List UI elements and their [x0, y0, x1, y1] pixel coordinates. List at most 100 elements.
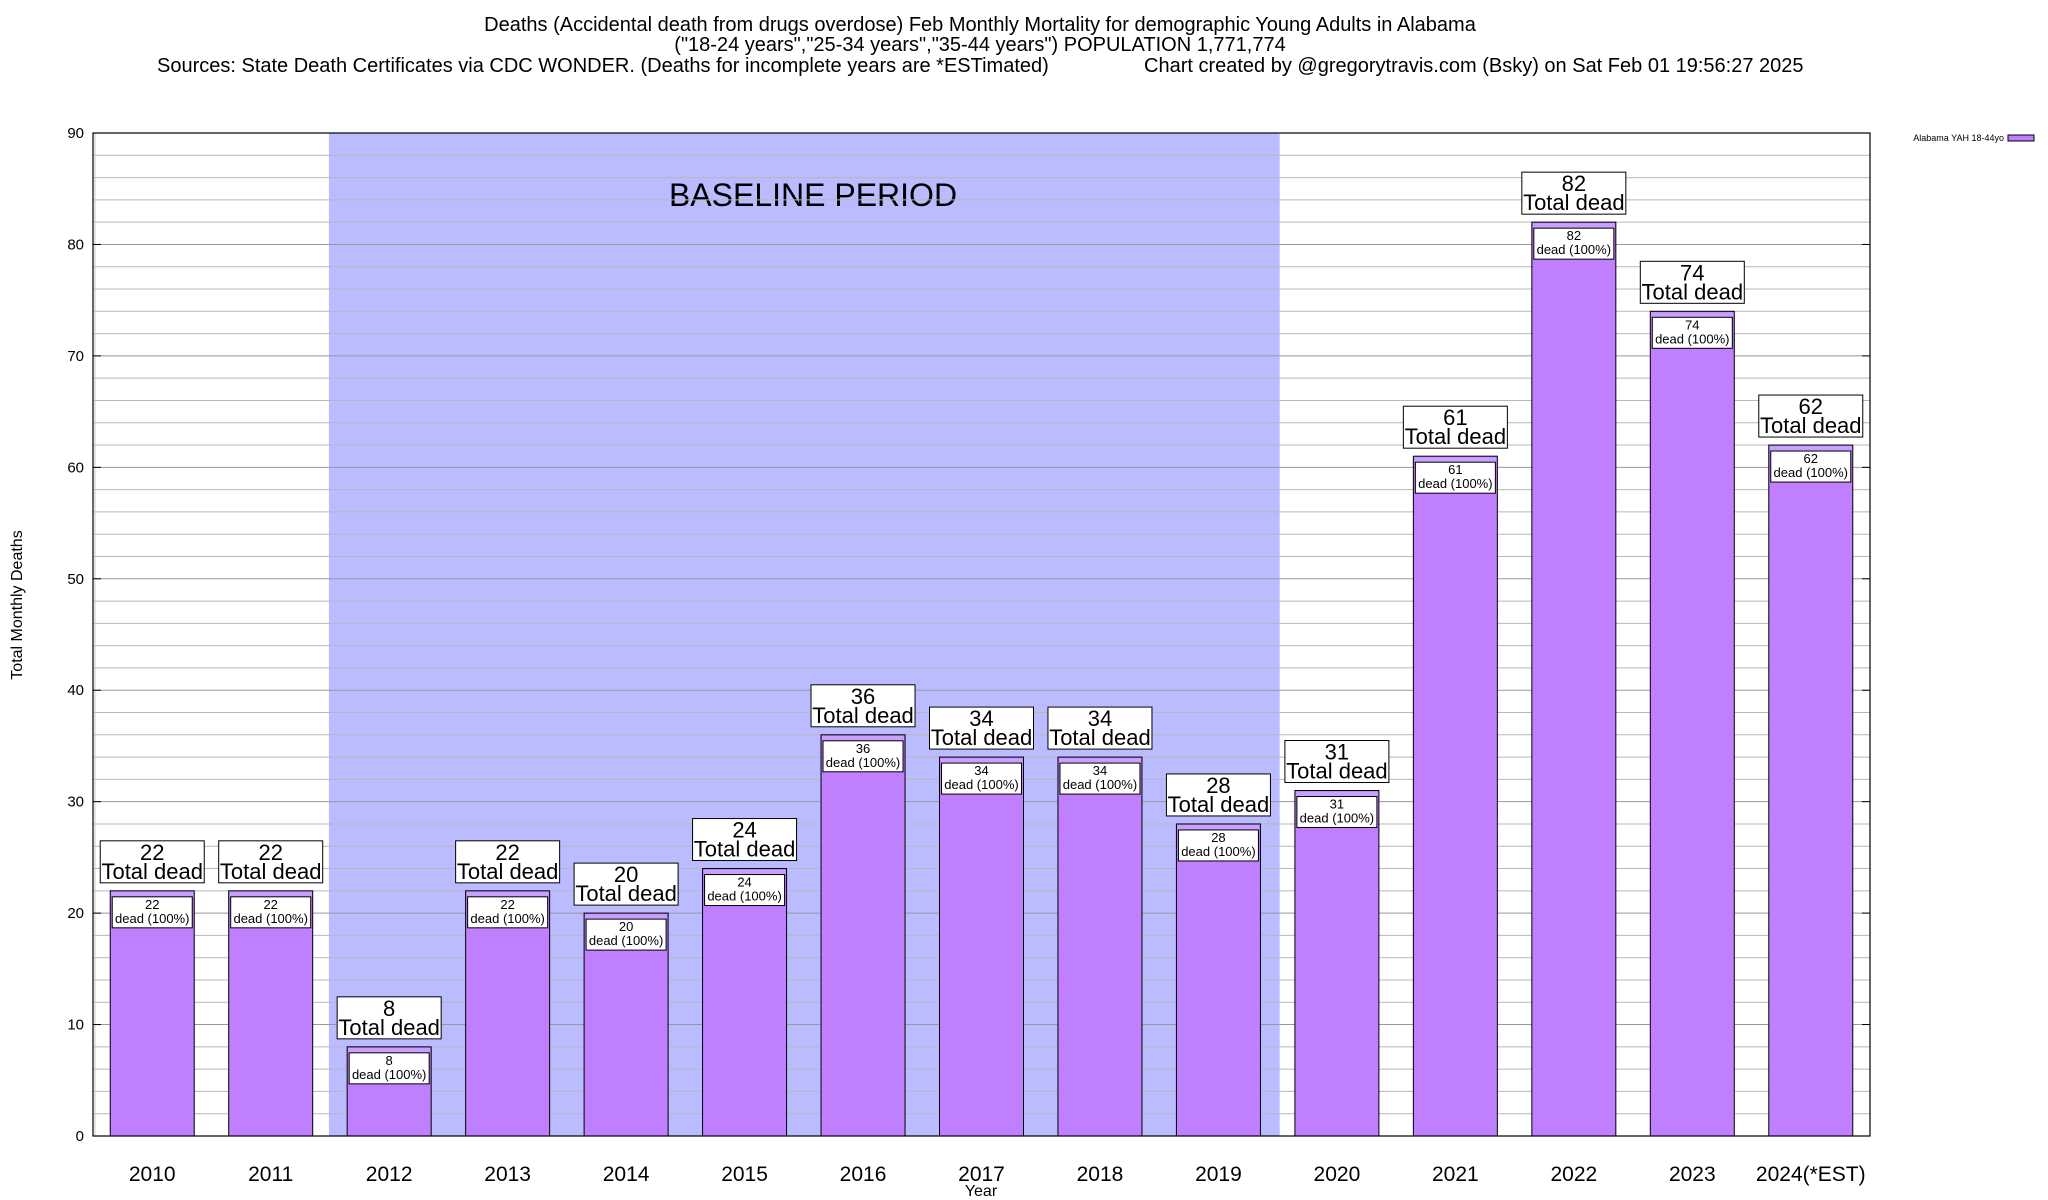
y-tick-label: 70 [67, 348, 84, 365]
inner-label-box [585, 918, 667, 951]
inner-dead-label: dead (100%) [115, 911, 189, 926]
total-value-label: 82 [1562, 171, 1586, 196]
bar-2019 [1175, 823, 1261, 1137]
inner-label-box [822, 740, 904, 773]
inner-value-label: 22 [263, 897, 277, 912]
inner-dead-label: dead (100%) [1774, 465, 1848, 480]
y-axis-label: Total Monthly Deaths [9, 530, 26, 679]
x-tick-label: 2014 [603, 1163, 650, 1186]
inner-dead-label: dead (100%) [470, 911, 544, 926]
total-value-label: 74 [1680, 260, 1704, 285]
total-label-box [1284, 740, 1390, 784]
total-dead-label: Total dead [457, 859, 559, 884]
x-tick-label: 2022 [1550, 1163, 1597, 1186]
x-tick-label: 2011 [248, 1163, 293, 1186]
total-value-label: 20 [614, 862, 638, 887]
total-value-label: 31 [1325, 740, 1349, 765]
bar-top-2011 [229, 891, 312, 897]
y-tick-label: 10 [67, 1017, 84, 1034]
bar-2010 [109, 890, 195, 1137]
x-axis-label: Year [965, 1183, 998, 1200]
y-tick-label: 30 [67, 794, 84, 811]
y-tick-label: 0 [76, 1128, 84, 1145]
inner-dead-label: dead (100%) [1655, 331, 1729, 346]
total-value-label: 36 [851, 684, 875, 709]
plot-frame [92, 132, 1871, 1137]
bar-top-2014 [585, 914, 668, 920]
inner-label-box [1533, 227, 1615, 260]
x-tick-label: 2020 [1314, 1163, 1361, 1186]
total-label-box [99, 840, 205, 884]
inner-dead-label: dead (100%) [944, 777, 1018, 792]
x-tick-label: 2018 [1077, 1163, 1124, 1186]
total-dead-label: Total dead [1760, 413, 1862, 438]
bar-2013 [465, 890, 551, 1137]
y-tick-label: 90 [67, 125, 84, 142]
total-value-label: 8 [383, 996, 395, 1021]
inner-value-label: 22 [500, 897, 514, 912]
x-tick-label: 2021 [1432, 1163, 1479, 1186]
y-tick-label: 40 [67, 682, 84, 699]
chart-sources: Sources: State Death Certificates via CD… [157, 55, 1049, 77]
x-tick-label: 2016 [840, 1163, 887, 1186]
chart-title-line-2: ("18-24 years","25-34 years","35-44 year… [674, 34, 1285, 56]
bar-2011 [228, 890, 314, 1137]
inner-label-box [348, 1052, 430, 1085]
chart-credit: Chart created by @gregorytravis.com (Bsk… [1144, 55, 1804, 77]
inner-label-box [1177, 829, 1259, 862]
bar-top-2024(*EST) [1769, 446, 1852, 452]
total-dead-label: Total dead [694, 837, 796, 862]
bar-top-2013 [466, 891, 549, 897]
bar-top-2019 [1177, 824, 1260, 830]
y-tick-label: 50 [67, 571, 84, 588]
bar-top-2018 [1058, 758, 1141, 764]
bar-top-2012 [348, 1047, 431, 1053]
inner-dead-label: dead (100%) [352, 1067, 426, 1082]
bar-top-2021 [1414, 457, 1497, 463]
x-tick-label: 2024(*EST) [1756, 1163, 1866, 1186]
inner-value-label: 74 [1685, 317, 1699, 332]
inner-dead-label: dead (100%) [1418, 476, 1492, 491]
inner-dead-label: dead (100%) [1181, 844, 1255, 859]
bar-2016 [820, 734, 906, 1137]
bar-2015 [702, 868, 788, 1137]
total-dead-label: Total dead [1286, 759, 1388, 784]
inner-value-label: 28 [1211, 830, 1225, 845]
inner-value-label: 22 [145, 897, 159, 912]
inner-label-box [704, 874, 786, 907]
bar-top-2010 [111, 891, 194, 897]
inner-dead-label: dead (100%) [1537, 242, 1611, 257]
bar-2020 [1294, 790, 1380, 1137]
y-tick-label: 80 [67, 236, 84, 253]
inner-label-box [1651, 316, 1733, 349]
inner-dead-label: dead (100%) [826, 755, 900, 770]
total-label-box [1521, 171, 1627, 215]
total-label-box [810, 684, 916, 728]
x-tick-label: 2015 [721, 1163, 768, 1186]
total-label-box [1639, 260, 1745, 304]
inner-dead-label: dead (100%) [1300, 811, 1374, 826]
total-dead-label: Total dead [101, 859, 203, 884]
bar-top-2020 [1295, 791, 1378, 797]
total-dead-label: Total dead [1523, 190, 1625, 215]
x-tick-label: 2013 [484, 1163, 531, 1186]
chart-header: Deaths (Accidental death from drugs over… [157, 14, 1804, 77]
bar-2017 [939, 756, 1024, 1137]
bar-2024(*EST) [1768, 444, 1854, 1137]
inner-label-box [1770, 450, 1852, 483]
bar-2018 [1057, 756, 1143, 1137]
total-value-label: 62 [1799, 394, 1823, 419]
x-tick-label: 2023 [1669, 1163, 1716, 1186]
legend-label: Alabama YAH 18-44yo [1913, 133, 2004, 143]
total-value-label: 22 [495, 840, 519, 865]
total-label-box [573, 862, 679, 906]
total-value-label: 28 [1206, 773, 1230, 798]
bar-top-2017 [940, 758, 1023, 764]
inner-value-label: 8 [386, 1053, 393, 1068]
bar-top-2022 [1532, 223, 1615, 229]
y-tick-label: 60 [67, 459, 84, 476]
x-tick-label: 2012 [366, 1163, 413, 1186]
legend: Alabama YAH 18-44yo [1913, 133, 2035, 143]
inner-value-label: 82 [1567, 228, 1581, 243]
